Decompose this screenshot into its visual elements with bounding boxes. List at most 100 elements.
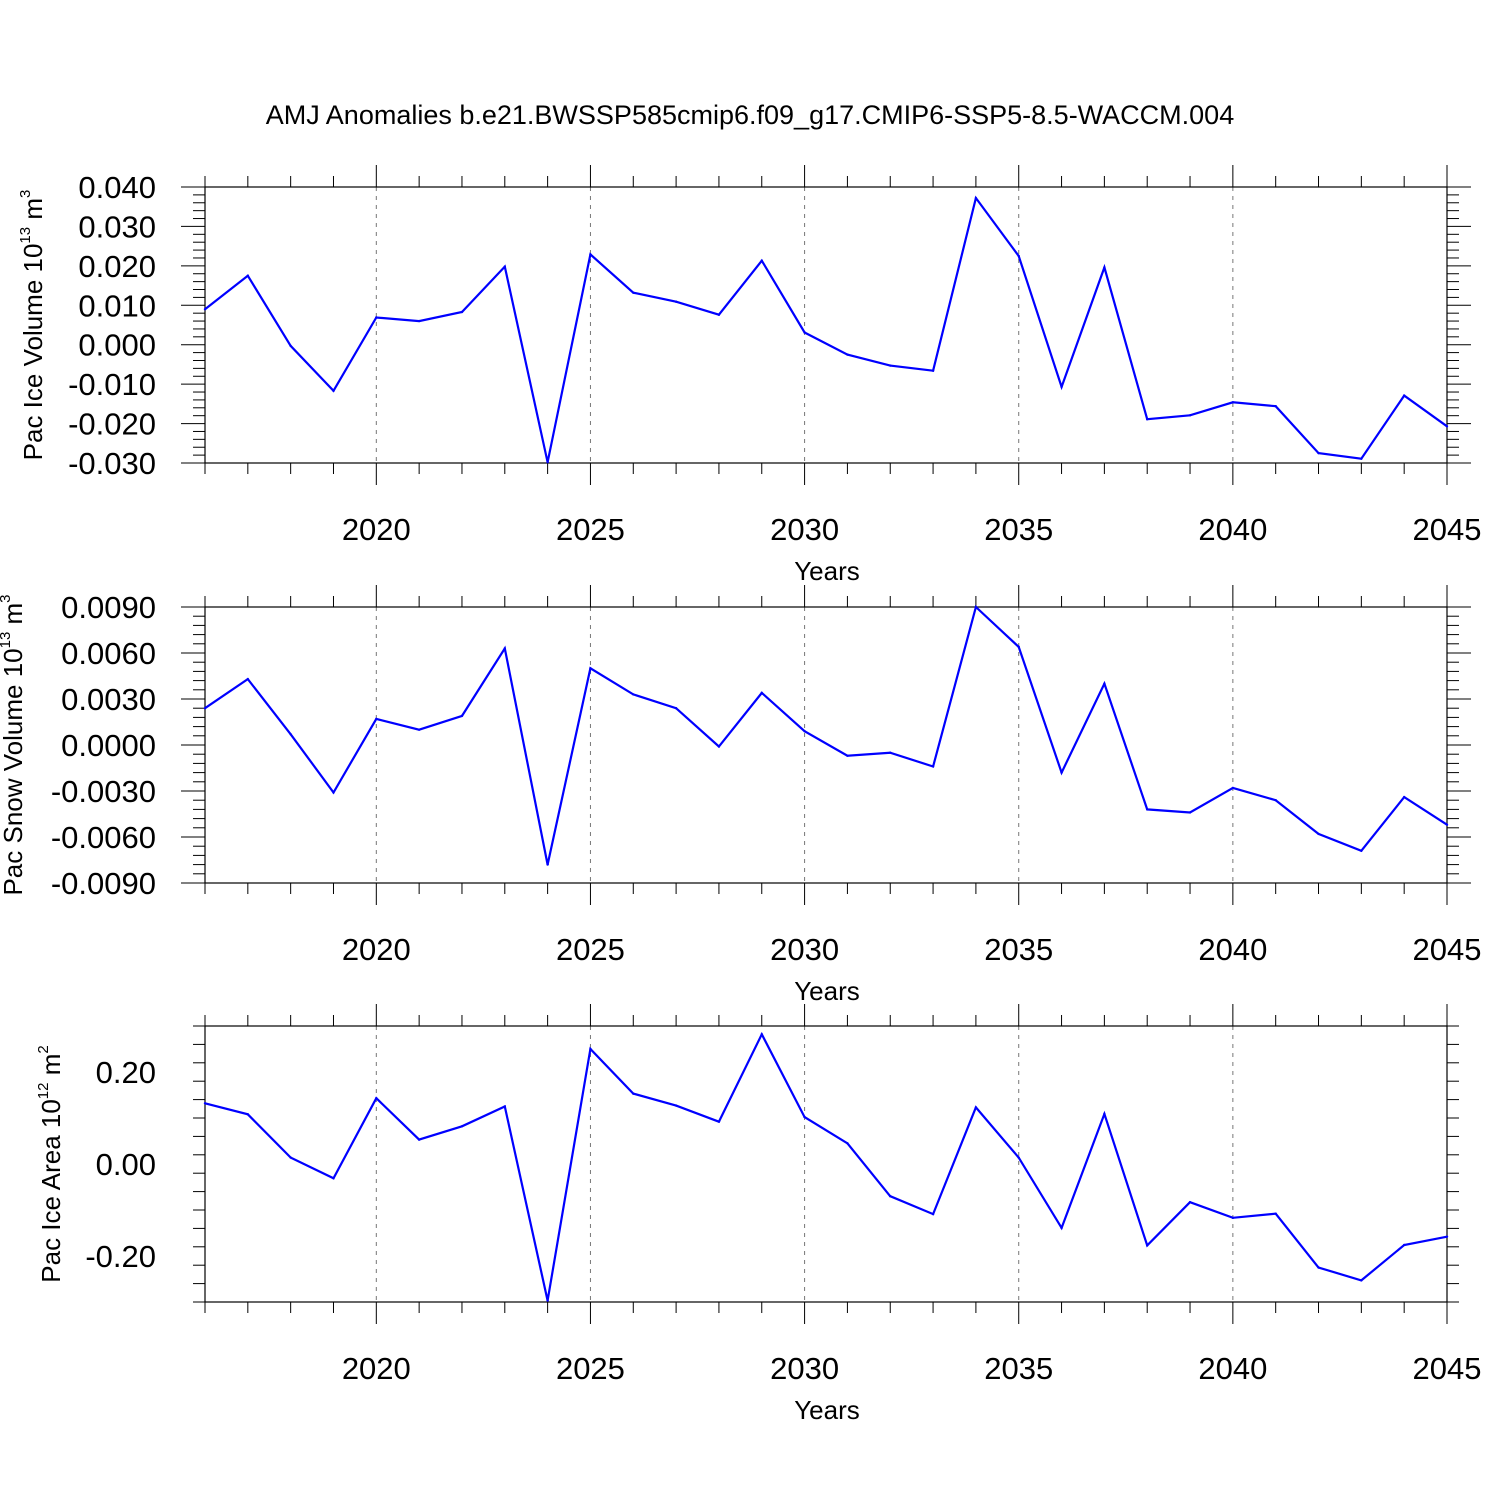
y-tick-label: 0.0000	[61, 728, 156, 763]
data-point	[803, 730, 806, 733]
data-point	[289, 733, 292, 736]
data-point	[289, 1156, 292, 1159]
y-tick-label: -0.030	[68, 446, 156, 481]
data-point	[846, 754, 849, 757]
data-point	[974, 605, 978, 609]
x-tick-label: 2030	[770, 512, 839, 547]
data-point	[332, 1177, 335, 1180]
data-point	[332, 791, 335, 794]
data-point	[1402, 394, 1406, 397]
data-point	[1231, 401, 1235, 404]
data-point	[246, 1113, 250, 1116]
y-tick-label: 0.010	[78, 288, 156, 323]
data-point	[289, 344, 292, 348]
data-point	[1146, 418, 1149, 421]
data-point	[1060, 385, 1063, 389]
data-point	[1188, 414, 1192, 417]
y-tick-label: 0.0030	[61, 682, 156, 717]
data-point	[1017, 254, 1020, 258]
data-point	[589, 253, 592, 256]
data-point	[460, 310, 464, 314]
data-point	[503, 1105, 506, 1108]
data-point	[1274, 405, 1277, 408]
data-point	[375, 316, 378, 319]
data-point	[1231, 786, 1235, 790]
data-point	[1317, 832, 1320, 836]
data-point	[417, 1138, 421, 1141]
data-point	[717, 745, 721, 748]
data-point	[803, 1115, 806, 1119]
data-point	[546, 461, 549, 464]
panel-2: 0.0090 0.0060 0.0030 0.0000 -0.0030 -0.0060 -0…	[0, 585, 1481, 1006]
data-point	[1274, 799, 1277, 802]
data-point	[1103, 682, 1106, 685]
y-tick-label: 0.00	[96, 1147, 156, 1182]
panel-3: 0.20 0.00 -0.20 2020 2025 2030 2035 2040 2045 Yea…	[35, 1004, 1481, 1425]
y-tick-label: 0.000	[78, 328, 156, 363]
x-tick-label: 2045	[1413, 932, 1482, 967]
y-tick-label: 0.0090	[61, 590, 156, 625]
data-point	[589, 667, 592, 670]
plot-frame	[204, 186, 1448, 464]
data-point	[1146, 1244, 1149, 1247]
data-point	[1017, 645, 1020, 649]
data-point	[460, 1125, 464, 1128]
data-point	[417, 728, 421, 731]
data-point	[931, 765, 935, 768]
data-point	[1060, 771, 1063, 774]
data-point	[460, 714, 464, 718]
x-tick-label: 2020	[342, 932, 411, 967]
data-point	[1360, 457, 1363, 460]
x-axis-label: Years	[794, 1395, 860, 1425]
data-point	[503, 265, 506, 268]
data-point	[931, 1212, 935, 1216]
data-point	[1360, 1279, 1363, 1282]
y-tick-label: -0.0030	[51, 774, 156, 809]
x-tick-label: 2030	[770, 932, 839, 967]
series-line	[204, 195, 1448, 463]
plot-frame	[204, 606, 1448, 884]
data-point	[889, 1195, 892, 1198]
data-point	[589, 1047, 592, 1051]
y-tick-label: 0.20	[96, 1055, 156, 1090]
data-point	[1360, 849, 1363, 852]
data-point	[846, 353, 849, 356]
x-tick-label: 2035	[984, 932, 1053, 967]
data-point	[203, 308, 207, 311]
plot-frame	[204, 1025, 1448, 1303]
y-axis-label: Pac Ice Area 1012 m2	[35, 1045, 66, 1282]
y-tick-label: -0.0090	[51, 866, 156, 901]
y-tick-label: 0.040	[78, 170, 156, 205]
data-point	[1017, 1156, 1020, 1159]
x-tick-label: 2025	[556, 512, 625, 547]
data-point	[203, 1102, 207, 1105]
data-point	[846, 1142, 849, 1145]
data-point	[546, 863, 549, 866]
data-point	[1060, 1226, 1063, 1230]
data-point	[632, 693, 635, 696]
data-point	[203, 707, 207, 710]
y-tick-label: 0.020	[78, 249, 156, 284]
data-point	[632, 1092, 635, 1095]
y-tick-label: 0.0060	[61, 636, 156, 671]
series-line	[204, 1031, 1448, 1301]
data-point	[889, 751, 892, 754]
data-point	[889, 364, 892, 367]
y-tick-label: 0.030	[78, 209, 156, 244]
y-tick-label: -0.020	[68, 407, 156, 442]
y-tick-label: -0.20	[85, 1239, 156, 1274]
x-tick-label: 2025	[556, 932, 625, 967]
data-point	[974, 1106, 978, 1109]
y-tick-label: -0.0060	[51, 820, 156, 855]
y-tick-label: -0.010	[68, 367, 156, 402]
x-tick-label: 2035	[984, 512, 1053, 547]
data-point	[717, 313, 721, 316]
data-point	[1188, 811, 1192, 814]
data-point	[1445, 823, 1449, 826]
data-point	[375, 717, 378, 721]
data-point	[1402, 1243, 1406, 1247]
data-point	[1317, 1266, 1320, 1269]
data-point	[931, 369, 935, 372]
data-point	[1317, 451, 1320, 455]
